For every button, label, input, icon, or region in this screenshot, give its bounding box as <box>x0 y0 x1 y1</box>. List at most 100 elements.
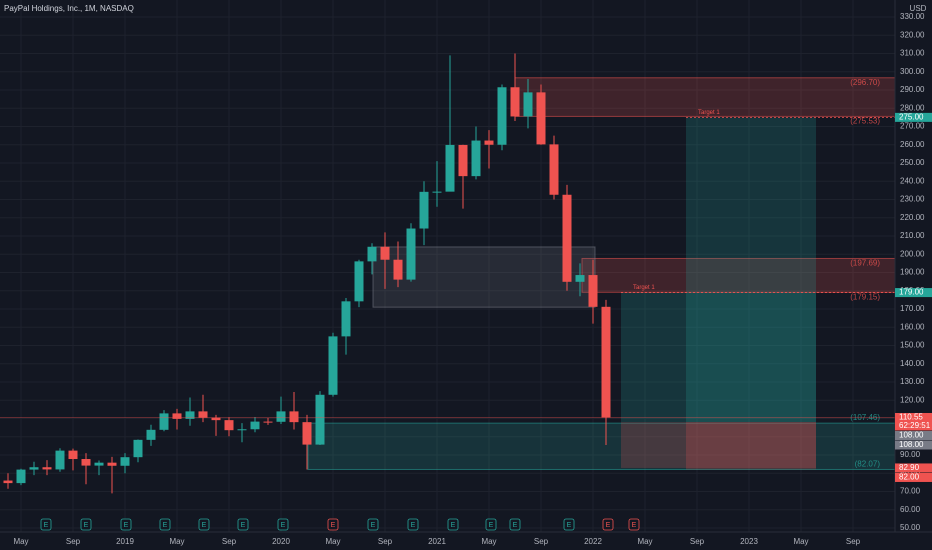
y-tick-label: 200.00 <box>900 249 925 258</box>
x-tick-label: May <box>325 537 340 546</box>
candle-body <box>94 462 104 466</box>
y-tick-label: 300.00 <box>900 67 925 76</box>
earnings-marker <box>237 518 249 531</box>
earnings-marker <box>407 518 419 531</box>
zone-label: (179.15) <box>850 292 880 301</box>
y-tick-label: 130.00 <box>900 377 925 386</box>
y-tick-label: 250.00 <box>900 158 925 167</box>
earnings-marker <box>120 518 132 531</box>
target-label: Target 1 <box>633 285 655 291</box>
countdown-tag <box>895 421 932 431</box>
chart-title: PayPal Holdings, Inc., 1M, NASDAQ <box>4 4 134 13</box>
price-tag-label: 275.00 <box>899 112 924 121</box>
candle-body <box>120 457 130 466</box>
profit-area <box>621 292 816 423</box>
y-tick-label: 160.00 <box>900 322 925 331</box>
x-tick-label: 2020 <box>272 537 290 546</box>
candle-body <box>536 92 546 145</box>
candle-body <box>458 144 468 177</box>
candle-body <box>198 411 208 418</box>
candle-body <box>497 87 507 145</box>
y-tick-label: 90.00 <box>900 450 921 459</box>
zone <box>307 422 896 470</box>
countdown: 62:29:51 <box>899 421 931 430</box>
y-tick-label: 280.00 <box>900 103 925 112</box>
earnings-label: E <box>513 522 518 529</box>
y-tick-label: 330.00 <box>900 12 925 21</box>
candle-body <box>68 450 78 460</box>
x-tick-label: May <box>637 537 652 546</box>
earnings-marker <box>602 518 614 531</box>
earnings-label: E <box>241 522 246 529</box>
y-tick-label: 140.00 <box>900 359 925 368</box>
earnings-marker <box>563 518 575 531</box>
candles <box>3 53 611 494</box>
price-tag-label: 110.55 <box>899 413 923 422</box>
earnings-marker <box>367 518 379 531</box>
y-tick-label: 120.00 <box>900 395 925 404</box>
x-tick-label: May <box>793 537 808 546</box>
x-tick-label: May <box>13 537 28 546</box>
candle-body <box>185 411 195 419</box>
loss-area <box>621 422 816 468</box>
zone <box>581 257 896 293</box>
x-tick-label: 2023 <box>740 537 758 546</box>
candle-body <box>406 228 416 280</box>
y-tick-label: 290.00 <box>900 85 925 94</box>
earnings-label: E <box>371 522 376 529</box>
y-tick-label: 80.00 <box>900 468 921 477</box>
candle-body <box>432 191 442 193</box>
earnings-label: E <box>202 522 207 529</box>
earnings-marker <box>159 518 171 531</box>
y-tick-label: 190.00 <box>900 268 925 277</box>
candle-body <box>42 467 52 470</box>
candle-body <box>367 246 377 262</box>
price-tag-label: 108.00 <box>899 440 924 449</box>
price-tag <box>895 112 932 122</box>
earnings-label: E <box>84 522 89 529</box>
zone-label: (82.07) <box>855 460 881 469</box>
candle-body <box>159 413 169 430</box>
y-tick-label: 150.00 <box>900 341 925 350</box>
zones: (296.70)(275.53)(197.69)(179.15)(107.46)… <box>307 77 896 470</box>
earnings-label: E <box>124 522 129 529</box>
candle-body <box>29 467 39 470</box>
candle-body <box>55 450 65 470</box>
candle-body <box>445 144 455 192</box>
y-tick-label: 210.00 <box>900 231 925 240</box>
candle-body <box>237 429 247 431</box>
y-tick-label: 270.00 <box>900 122 925 131</box>
price-tag <box>895 472 932 482</box>
earnings-label: E <box>451 522 456 529</box>
candle-body <box>601 306 611 418</box>
candle-body <box>575 275 585 282</box>
earnings-marker <box>509 518 521 531</box>
y-tick-label: 50.00 <box>900 523 921 532</box>
candle-body <box>276 411 286 422</box>
candle-body <box>523 92 533 117</box>
x-tick-label: Sep <box>378 537 393 546</box>
x-tick-label: Sep <box>846 537 861 546</box>
target-label: Target 1 <box>698 110 720 116</box>
candle-body <box>302 422 312 445</box>
earnings-marker <box>327 518 339 531</box>
candle-body <box>133 439 143 458</box>
candle-body <box>588 275 598 307</box>
loss-area <box>686 422 816 470</box>
x-tick-label: Sep <box>66 537 81 546</box>
axes: 330.00 320.00 310.00 300.00 290.00 280.00 270.… <box>13 12 932 546</box>
earnings-marker <box>40 518 52 531</box>
earnings-label: E <box>567 522 572 529</box>
candle-body <box>419 191 429 229</box>
x-tick-label: May <box>169 537 184 546</box>
price-tag-label: 82.90 <box>899 463 920 472</box>
earnings-label: E <box>163 522 168 529</box>
y-tick-label: 310.00 <box>900 49 925 58</box>
y-tick-label: 170.00 <box>900 304 925 313</box>
candle-body <box>549 144 559 195</box>
price-tag-label: 179.00 <box>899 288 924 297</box>
zone-label: (197.69) <box>850 259 880 268</box>
x-tick-label: 2022 <box>584 537 602 546</box>
candle-body <box>289 411 299 423</box>
